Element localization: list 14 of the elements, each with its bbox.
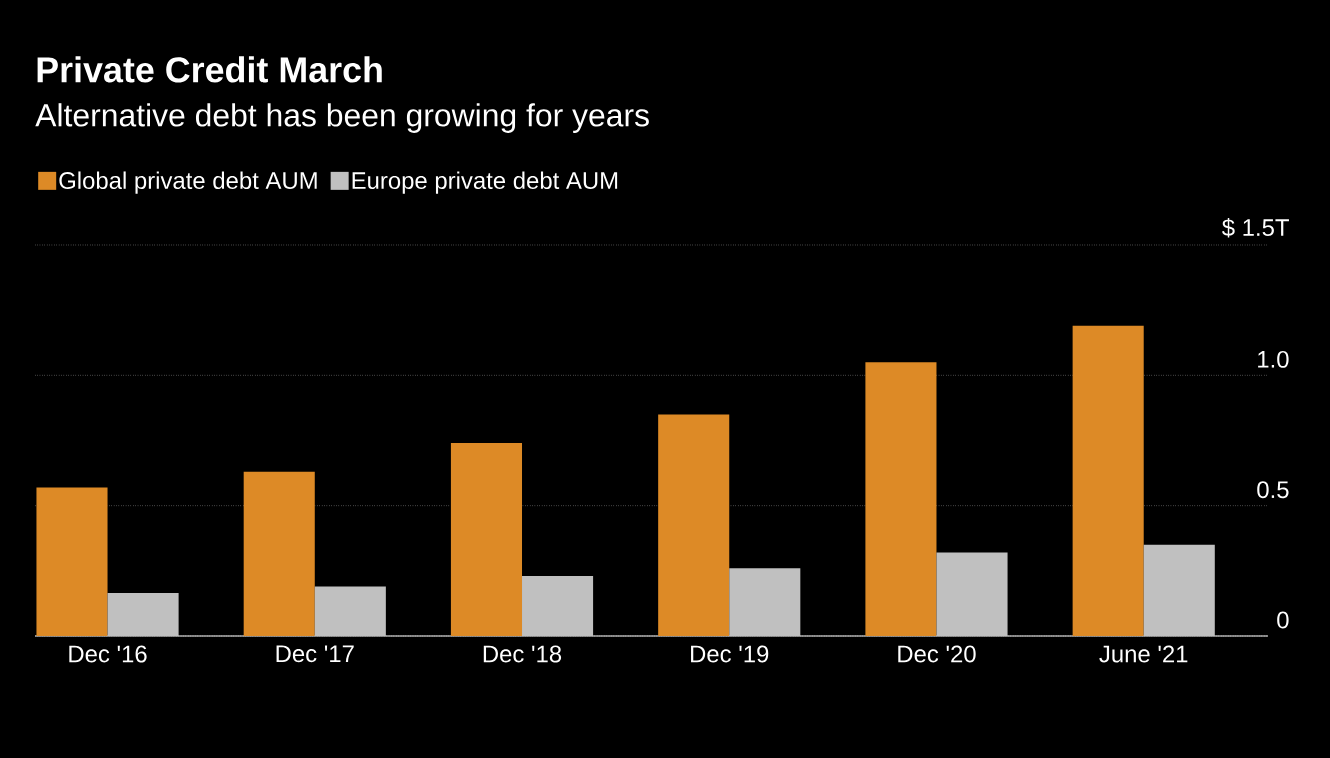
x-tick-label: Dec '17 xyxy=(276,645,354,663)
y-tick-label: $ 1.5T xyxy=(1222,218,1289,238)
legend-label: Global private debt AUM xyxy=(59,171,317,194)
y-tick-label: 1.0 xyxy=(1258,350,1289,368)
x-tick-label: Dec '19 xyxy=(691,645,769,663)
y-tick-label: 0.5 xyxy=(1257,481,1289,499)
x-tick-label: Dec '16 xyxy=(69,645,147,663)
legend-label: Europe private debt AUM xyxy=(352,171,618,194)
x-tick-label: Dec '18 xyxy=(483,645,562,663)
chart-subtitle: Alternative debt has been growing for years xyxy=(35,103,649,133)
chart-title: Private Credit March xyxy=(37,56,382,83)
x-tick-label: Dec '20 xyxy=(898,645,976,663)
y-tick-label: 0 xyxy=(1277,611,1289,629)
x-tick-label: June '21 xyxy=(1099,645,1188,663)
